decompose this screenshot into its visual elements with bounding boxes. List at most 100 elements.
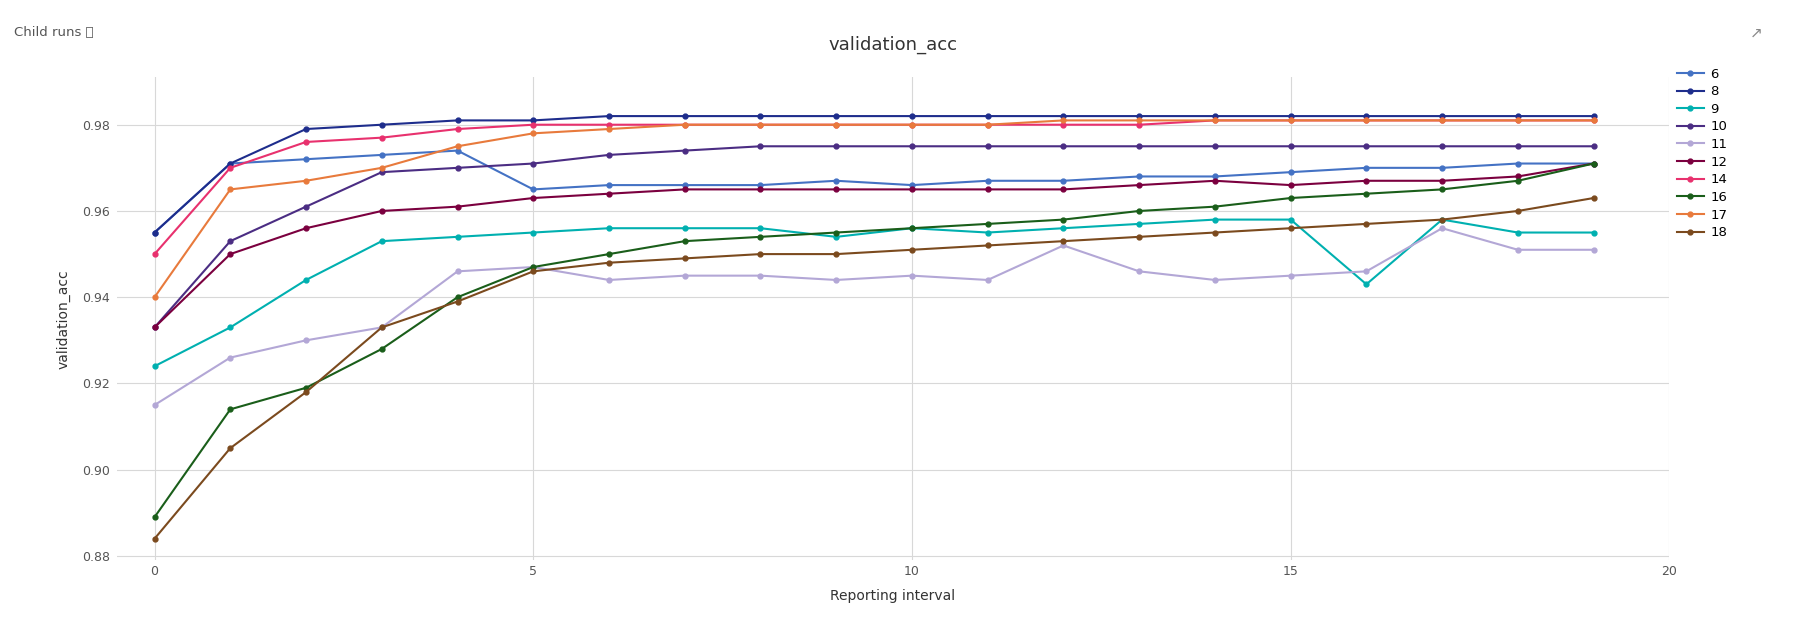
18 (598, 259, 619, 267)
6 (144, 229, 165, 236)
14 (372, 134, 393, 142)
18 (1583, 194, 1605, 202)
6 (1052, 177, 1073, 185)
9 (750, 224, 772, 232)
8 (1052, 112, 1073, 120)
6 (1129, 173, 1151, 180)
11 (294, 336, 316, 344)
Text: Child runs ⓘ: Child runs ⓘ (14, 26, 93, 39)
16 (522, 263, 544, 271)
18 (976, 242, 998, 249)
Line: 8: 8 (153, 113, 1596, 235)
14 (144, 251, 165, 258)
12 (1129, 181, 1151, 189)
Line: 18: 18 (153, 196, 1596, 541)
8 (1129, 112, 1151, 120)
8 (826, 112, 847, 120)
12 (1052, 185, 1073, 193)
14 (219, 164, 241, 172)
12 (522, 194, 544, 202)
17 (1508, 117, 1529, 124)
12 (598, 190, 619, 198)
9 (1280, 216, 1301, 223)
Line: 16: 16 (153, 161, 1596, 520)
10 (144, 323, 165, 331)
12 (1204, 177, 1226, 185)
18 (673, 254, 695, 262)
18 (1431, 216, 1452, 223)
17 (372, 164, 393, 172)
10 (750, 142, 772, 150)
14 (1204, 117, 1226, 124)
8 (1583, 112, 1605, 120)
8 (750, 112, 772, 120)
17 (219, 185, 241, 193)
17 (1431, 117, 1452, 124)
11 (1280, 272, 1301, 279)
11 (750, 272, 772, 279)
18 (522, 267, 544, 275)
9 (976, 229, 998, 236)
14 (1355, 117, 1377, 124)
9 (294, 276, 316, 284)
Line: 11: 11 (153, 226, 1596, 408)
16 (219, 406, 241, 413)
16 (1508, 177, 1529, 185)
Line: 6: 6 (153, 148, 1596, 235)
10 (1280, 142, 1301, 150)
14 (522, 121, 544, 129)
6 (1355, 164, 1377, 172)
12 (1508, 173, 1529, 180)
9 (1431, 216, 1452, 223)
17 (1204, 117, 1226, 124)
9 (522, 229, 544, 236)
11 (447, 267, 468, 275)
10 (1052, 142, 1073, 150)
10 (976, 142, 998, 150)
9 (447, 233, 468, 241)
10 (598, 151, 619, 159)
18 (144, 535, 165, 543)
9 (1204, 216, 1226, 223)
11 (1204, 276, 1226, 284)
10 (901, 142, 923, 150)
10 (294, 203, 316, 211)
10 (1431, 142, 1452, 150)
18 (1508, 207, 1529, 215)
18 (219, 444, 241, 452)
18 (372, 323, 393, 331)
8 (447, 117, 468, 124)
14 (976, 121, 998, 129)
9 (1052, 224, 1073, 232)
10 (1204, 142, 1226, 150)
17 (976, 121, 998, 129)
17 (1129, 117, 1151, 124)
8 (294, 125, 316, 133)
8 (1355, 112, 1377, 120)
16 (1355, 190, 1377, 198)
11 (1129, 267, 1151, 275)
11 (1508, 246, 1529, 254)
18 (750, 251, 772, 258)
12 (1355, 177, 1377, 185)
6 (522, 185, 544, 193)
11 (673, 272, 695, 279)
17 (1052, 117, 1073, 124)
12 (372, 207, 393, 215)
6 (372, 151, 393, 159)
12 (976, 185, 998, 193)
6 (447, 147, 468, 155)
6 (750, 181, 772, 189)
11 (522, 263, 544, 271)
18 (826, 251, 847, 258)
17 (294, 177, 316, 185)
11 (598, 276, 619, 284)
9 (1355, 280, 1377, 288)
12 (673, 185, 695, 193)
10 (673, 147, 695, 155)
14 (598, 121, 619, 129)
Title: validation_acc: validation_acc (829, 35, 957, 53)
12 (294, 224, 316, 232)
Y-axis label: validation_acc: validation_acc (56, 269, 70, 368)
8 (1431, 112, 1452, 120)
